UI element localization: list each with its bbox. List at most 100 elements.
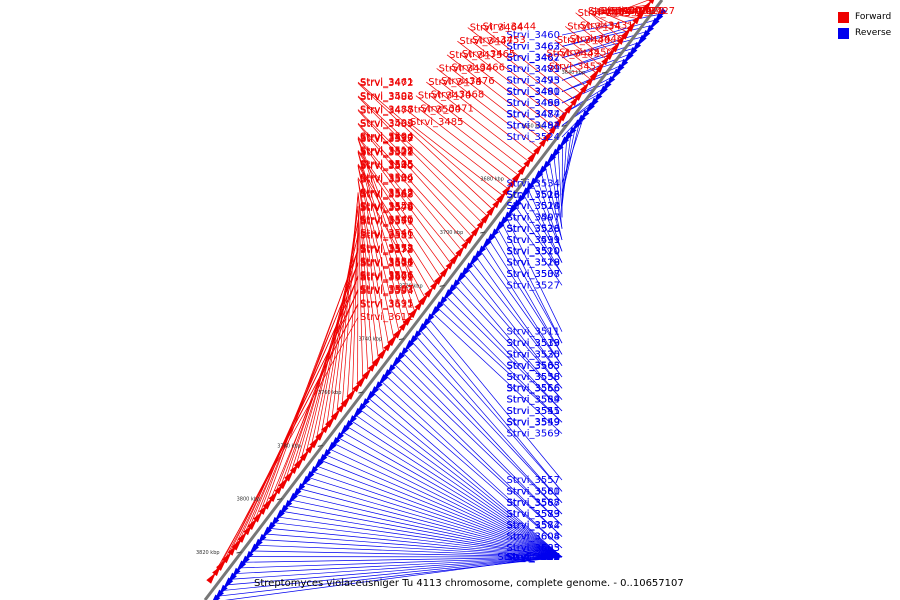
gene-label: Strvi_3517: [360, 134, 414, 145]
gene-label: Strvi_3564: [506, 395, 560, 406]
gene-label: Strvi_3441: [590, 7, 644, 18]
gene-label: Strvi_3574: [506, 520, 560, 531]
gene-label: Strvi_3542: [360, 175, 414, 186]
reverse-leader-line: [286, 505, 563, 558]
forward-leader-line: [269, 288, 359, 503]
gene-label: Strvi_3592: [360, 272, 414, 283]
reverse-leader-line: [458, 279, 563, 400]
reverse-leader-line: [295, 494, 563, 558]
gene-label: Strvi_3569: [506, 429, 560, 440]
gene-label: Strvi_3599: [506, 552, 560, 563]
gene-label: Strvi_3537: [506, 269, 560, 280]
gene-label: Strvi_3547: [360, 188, 414, 199]
axis-tick: [480, 231, 486, 234]
forward-leader-line: [446, 54, 550, 135]
gene-label: Strvi_3634: [505, 552, 559, 563]
reverse-leader-line: [299, 488, 563, 558]
gene-label: Strvi_3519: [506, 338, 560, 349]
reverse-leader-line: [463, 273, 563, 389]
gene-label: Strvi_3567: [506, 498, 560, 509]
gene-label: Strvi_3581: [360, 230, 414, 241]
gene-label: Strvi_3566: [506, 383, 560, 394]
gene-label: Strvi_3500: [408, 104, 462, 115]
gene-label: Strvi_3605: [506, 552, 560, 563]
gene-label: Strvi_3467: [506, 53, 560, 64]
gene-label: Strvi_3480: [506, 87, 560, 98]
forward-leader-line: [357, 193, 374, 367]
forward-leader-line: [357, 178, 390, 346]
reverse-leader-line: [303, 482, 563, 558]
forward-leader-line: [357, 151, 441, 278]
gene-label: Strvi_3514: [506, 201, 560, 212]
axis-tick: [439, 284, 445, 287]
forward-leader-line: [212, 317, 359, 578]
reverse-leader-line: [424, 324, 563, 492]
forward-leader-line: [585, 10, 628, 33]
reverse-leader-line: [420, 330, 563, 492]
gene-label: Strvi_3546: [360, 228, 414, 239]
gene-label: Strvi_3568: [360, 189, 414, 200]
axis-tick-label: 3820 kbp: [196, 550, 220, 556]
reverse-leader-line: [549, 160, 563, 229]
gene-label: Strvi_3439: [601, 6, 655, 17]
genome-backbone: [203, 0, 664, 600]
gene-label: Strvi_3593: [360, 285, 414, 296]
gene-label: Strvi_3532: [360, 133, 414, 144]
gene-label: Strvi_3591: [360, 259, 414, 270]
axis-tick: [317, 444, 323, 447]
gene-label: Strvi_3642: [506, 552, 560, 563]
gene-label: Strvi_3443: [578, 8, 632, 19]
gene-label: Strvi_3528: [506, 201, 560, 212]
gene-label: Strvi_3601: [360, 271, 414, 282]
reverse-leader-line: [428, 318, 563, 481]
forward-gene-feature: [227, 545, 237, 556]
forward-leader-line: [357, 137, 421, 305]
forward-gene-feature: [476, 218, 486, 229]
forward-gene-feature: [601, 55, 610, 66]
forward-leader-line: [619, 0, 650, 12]
gene-label: Strvi_3449: [506, 552, 560, 563]
reverse-leader-line: [368, 398, 563, 558]
axis-tick: [602, 71, 608, 74]
gene-label: Strvi_3603: [506, 543, 560, 554]
gene-label: Strvi_3431: [580, 20, 634, 31]
forward-leader-line: [415, 95, 519, 176]
gene-label: Strvi_3551: [360, 229, 414, 240]
forward-gene-feature: [352, 382, 361, 393]
gene-label: Strvi_3556: [506, 383, 560, 394]
gene-label: Strvi_3645: [506, 552, 560, 563]
legend-reverse: Reverse: [838, 25, 891, 41]
gene-label: Strvi_3621: [506, 552, 560, 563]
reverse-leader-line: [252, 550, 563, 558]
forward-gene-feature: [461, 239, 470, 250]
gene-label: Strvi_3619: [506, 552, 560, 563]
forward-leader-line: [609, 10, 643, 13]
reverse-leader-line: [536, 177, 563, 252]
gene-label: Strvi_3469: [506, 98, 560, 109]
gene-label: Strvi_3526: [506, 224, 560, 235]
reverse-leader-line: [411, 341, 563, 503]
forward-leader-line: [598, 10, 633, 26]
gene-label: Strvi_3464: [470, 23, 524, 34]
reverse-leader-line: [269, 527, 563, 558]
reverse-leader-line: [407, 347, 563, 515]
reverse-leader-line: [415, 335, 563, 504]
forward-gene-feature: [398, 321, 408, 331]
gene-label: Strvi_3527: [506, 280, 560, 291]
gene-label: Strvi_3561: [506, 486, 560, 497]
forward-gene-feature: [492, 198, 501, 209]
gene-label: Strvi_3453: [472, 35, 526, 46]
forward-leader-line: [357, 82, 493, 210]
reverse-leader-line: [342, 431, 563, 558]
gene-label: Strvi_3535: [360, 160, 414, 171]
reverse-leader-line: [540, 172, 563, 241]
gene-label: Strvi_3516: [506, 190, 560, 201]
reverse-gene-feature: [212, 594, 221, 600]
gene-label: Strvi_3463: [506, 41, 560, 52]
gene-label: Strvi_3446: [570, 34, 624, 45]
gene-label: Strvi_3472: [360, 78, 414, 89]
reverse-leader-line: [445, 296, 563, 412]
reverse-leader-line: [351, 420, 563, 558]
gene-label: Strvi_3505: [360, 159, 414, 170]
reverse-leader-line: [394, 364, 563, 526]
